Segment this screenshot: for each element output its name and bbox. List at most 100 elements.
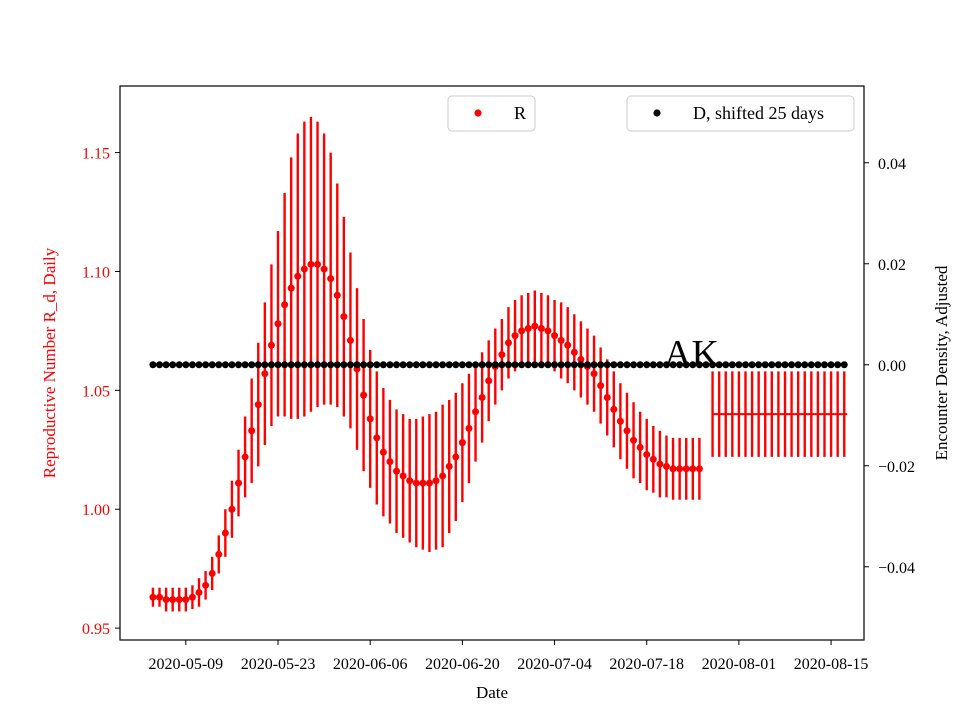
r-point	[195, 588, 203, 596]
d-point	[208, 361, 216, 369]
legend-r-label: R	[514, 103, 526, 123]
d-point	[333, 361, 341, 369]
r-point	[188, 593, 196, 601]
r-point	[221, 529, 229, 537]
d-point	[379, 361, 387, 369]
r-point	[524, 325, 532, 333]
d-point	[748, 361, 756, 369]
r-point	[346, 336, 354, 344]
d-point	[373, 361, 381, 369]
d-point	[439, 361, 447, 369]
r-point	[439, 472, 447, 480]
r-point	[504, 339, 512, 347]
d-point	[840, 361, 848, 369]
d-point	[320, 361, 328, 369]
d-point	[531, 361, 539, 369]
d-point	[702, 361, 710, 369]
d-point	[755, 361, 763, 369]
d-point	[774, 361, 782, 369]
d-point	[248, 361, 256, 369]
d-point	[715, 361, 723, 369]
d-point	[274, 361, 282, 369]
r-point	[544, 327, 552, 335]
r-point	[643, 451, 651, 459]
d-point	[452, 361, 460, 369]
d-point	[695, 361, 703, 369]
r-point	[452, 453, 460, 461]
x-tick-label: 2020-06-20	[425, 656, 500, 673]
d-point	[432, 361, 440, 369]
d-point	[228, 361, 236, 369]
d-point	[649, 361, 657, 369]
d-point	[597, 361, 605, 369]
r-point	[274, 320, 282, 328]
d-point	[564, 361, 572, 369]
x-tick-label: 2020-05-23	[241, 656, 316, 673]
d-point	[360, 361, 368, 369]
y-left-tick-label: 1.15	[82, 146, 110, 163]
legend-d: D, shifted 25 days	[626, 95, 855, 132]
r-point	[287, 284, 295, 292]
r-point	[636, 443, 644, 451]
d-point	[188, 361, 196, 369]
r-point	[445, 462, 453, 470]
d-point	[386, 361, 394, 369]
d-point	[399, 361, 407, 369]
r-point	[472, 408, 480, 416]
r-point	[570, 348, 578, 356]
r-series	[149, 260, 703, 604]
d-point	[788, 361, 796, 369]
legend-r: R	[447, 95, 536, 132]
d-point	[472, 361, 480, 369]
d-point	[307, 361, 315, 369]
d-point	[504, 361, 512, 369]
r-point	[465, 424, 473, 432]
plot-frame	[119, 85, 865, 641]
x-axis-label: Date	[476, 683, 508, 702]
r-point	[425, 479, 433, 487]
y-axis-right: −0.04 −0.02 0.00 0.02 0.04	[864, 156, 915, 577]
r-point	[597, 382, 605, 390]
d-point	[537, 361, 545, 369]
d-point	[215, 361, 223, 369]
d-point	[511, 361, 519, 369]
r-point	[656, 460, 664, 468]
r-point	[412, 479, 420, 487]
y-right-tick-label: 0.00	[878, 358, 906, 375]
d-point	[498, 361, 506, 369]
d-point	[393, 361, 401, 369]
r-point	[314, 260, 322, 268]
d-point	[261, 361, 269, 369]
y-right-tick-label: −0.04	[878, 560, 915, 577]
d-point	[616, 361, 624, 369]
r-point	[577, 355, 585, 363]
r-point	[623, 427, 631, 435]
d-point	[458, 361, 466, 369]
r-point	[610, 405, 618, 413]
r-point	[366, 415, 374, 423]
d-point	[518, 361, 526, 369]
r-point	[320, 265, 328, 273]
r-point	[386, 458, 394, 466]
d-point	[551, 361, 559, 369]
r-point	[518, 327, 526, 335]
y-right-tick-label: −0.02	[878, 459, 915, 476]
d-point	[781, 361, 789, 369]
d-point	[834, 361, 842, 369]
r-point	[149, 593, 157, 601]
d-point	[235, 361, 243, 369]
d-point	[425, 361, 433, 369]
y-left-tick-label: 0.95	[82, 621, 110, 638]
d-point	[366, 361, 374, 369]
y-right-tick-label: 0.04	[878, 156, 906, 173]
r-point	[373, 434, 381, 442]
d-point	[669, 361, 677, 369]
r-point	[478, 393, 486, 401]
d-point	[406, 361, 414, 369]
d-point	[202, 361, 210, 369]
r-point	[300, 265, 308, 273]
r-point	[294, 272, 302, 280]
d-point	[465, 361, 473, 369]
x-tick-label: 2020-07-18	[609, 656, 684, 673]
